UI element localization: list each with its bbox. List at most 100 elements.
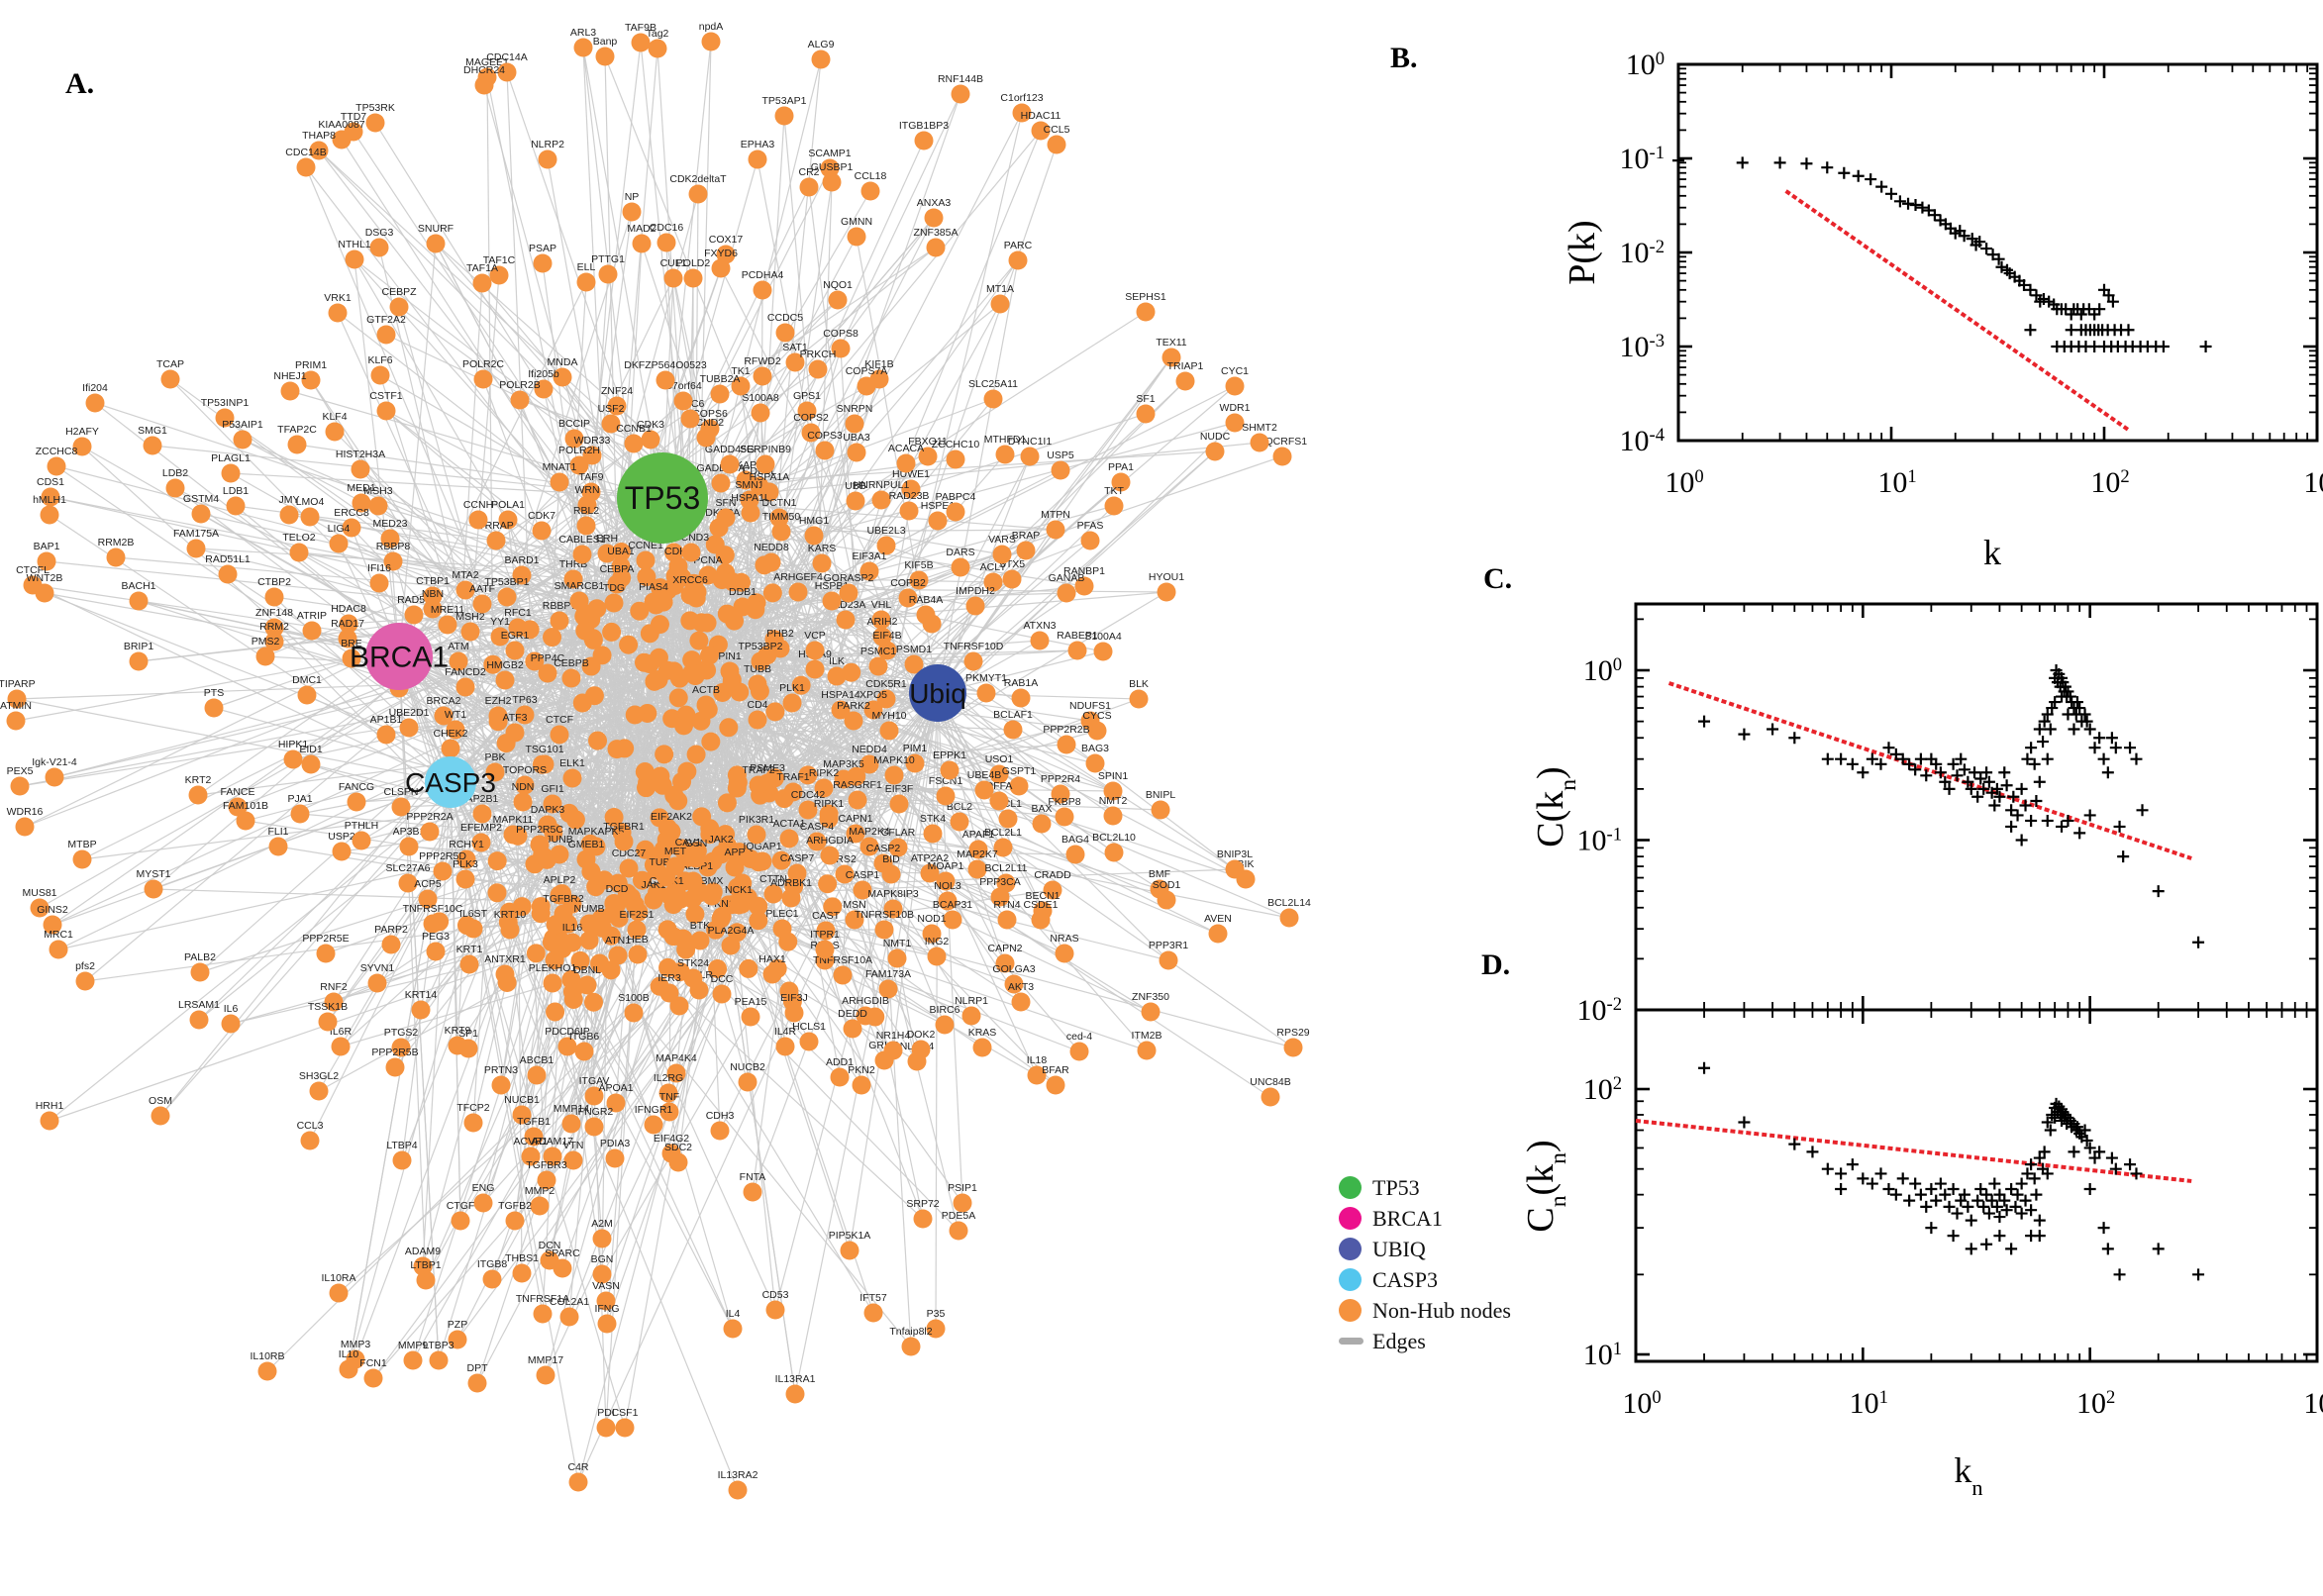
network-node-label: BMX: [701, 875, 724, 887]
network-node: [641, 430, 660, 449]
network-node: [190, 962, 210, 982]
network-node-label: EIF3F: [885, 783, 914, 795]
network-node-label: PPP4C: [531, 652, 565, 664]
network-node: [1043, 880, 1062, 900]
network-node-label: Tag2: [647, 28, 669, 40]
network-node: [389, 297, 409, 317]
network-node: [485, 762, 505, 782]
network-filler-node: [739, 958, 758, 978]
network-node-label: npdA: [699, 21, 724, 33]
network-node-label: TSG101: [525, 744, 563, 755]
network-node: [716, 508, 736, 528]
network-filler-node: [525, 651, 545, 671]
network-node: [106, 548, 126, 567]
network-node: [749, 775, 768, 795]
network-node: [582, 446, 602, 465]
network-node-label: H2AFY: [65, 426, 99, 438]
network-filler-node: [650, 808, 669, 828]
network-node: [811, 50, 831, 69]
network-node-label: EIF2AK2: [651, 811, 692, 823]
network-node: [1002, 569, 1022, 589]
network-node: [1055, 807, 1074, 827]
network-node: [287, 435, 307, 454]
network-node-label: AP3B1: [393, 826, 426, 838]
network-node-label: TK1: [731, 365, 750, 377]
network-node: [926, 1319, 946, 1339]
network-node: [741, 1007, 760, 1027]
network-filler-node: [818, 874, 838, 894]
ubiq-hub-label: Ubiq: [909, 678, 966, 709]
network-node-label: TFAP2C: [277, 424, 317, 436]
network-node-label: RAB1A: [1004, 677, 1038, 689]
network-node: [1051, 784, 1070, 804]
network-node-label: RAB4A: [909, 594, 943, 606]
network-node-label: CEBPZ: [381, 286, 417, 298]
network-node: [497, 62, 517, 82]
network-node-label: MAP2K7: [957, 848, 998, 860]
network-node: [762, 964, 782, 984]
network-node: [876, 536, 896, 555]
network-node: [505, 641, 525, 660]
network-node-label: NBN: [422, 588, 444, 600]
network-node: [370, 365, 390, 385]
network-node: [901, 479, 921, 499]
brca1-hub: [365, 623, 433, 690]
network-node: [233, 430, 252, 449]
network-node: [644, 592, 663, 612]
network-node: [85, 393, 105, 413]
network-node: [808, 359, 828, 379]
network-node-label: MMP2: [525, 1185, 555, 1197]
network-node-label: hMLH1: [33, 494, 66, 506]
network-node-label: CSF1: [612, 1407, 639, 1419]
network-node: [1157, 582, 1176, 602]
network-node: [368, 496, 388, 516]
network-node-label: HRH1: [36, 1100, 64, 1112]
network-node: [1032, 814, 1052, 834]
network-node: [189, 1010, 209, 1030]
network-node: [763, 884, 783, 904]
network-node: [782, 693, 802, 713]
network-node-label: UBA3: [843, 432, 870, 444]
network-node: [1225, 413, 1245, 433]
network-node: [747, 825, 766, 845]
network-node-label: ACP5: [414, 878, 442, 890]
network-node-label: ZNF385A: [914, 227, 959, 239]
network-filler-node: [592, 646, 612, 665]
network-node-label: ARHGDIA: [806, 835, 854, 847]
network-node: [1283, 1038, 1303, 1057]
network-node: [495, 670, 515, 690]
network-node-label: FAM175A: [173, 528, 219, 540]
network-node: [503, 825, 523, 845]
network-node: [143, 436, 162, 455]
network-node: [668, 556, 688, 576]
network-node-label: ENG: [472, 1182, 495, 1194]
network-node: [636, 550, 656, 570]
network-node: [711, 258, 731, 278]
svg-text:10-4: 10-4: [1620, 425, 1666, 458]
network-node-label: S100A4: [1084, 631, 1122, 643]
network-node-label: TAF1C: [483, 254, 516, 266]
network-node: [576, 849, 596, 869]
network-node: [877, 641, 897, 660]
network-node-label: CDK3: [637, 419, 664, 431]
network-node-label: FANCD2: [445, 666, 486, 678]
network-node-label: GMNN: [841, 216, 872, 228]
network-node-label: TAF9B: [625, 22, 656, 34]
network-node-label: GMEB1: [568, 839, 605, 850]
network-node: [512, 565, 532, 585]
network-node: [72, 849, 92, 869]
network-node-label: PPP2R2A: [406, 811, 453, 823]
network-node: [376, 401, 396, 421]
network-node-label: PDE5A: [942, 1210, 975, 1222]
network-node: [204, 698, 224, 718]
network-node-label: MTHFD1: [984, 434, 1027, 446]
network-node: [455, 580, 475, 600]
network-node-label: RTN4: [993, 899, 1020, 911]
network-node-label: NUDC: [1200, 431, 1231, 443]
network-node: [721, 936, 741, 955]
network-node-label: DBNL: [573, 964, 601, 976]
network-node: [1051, 460, 1070, 480]
network-node-label: TUBB: [744, 663, 771, 675]
network-node-label: RIPK2: [809, 767, 840, 779]
network-node-label: TOPORS: [503, 764, 547, 776]
